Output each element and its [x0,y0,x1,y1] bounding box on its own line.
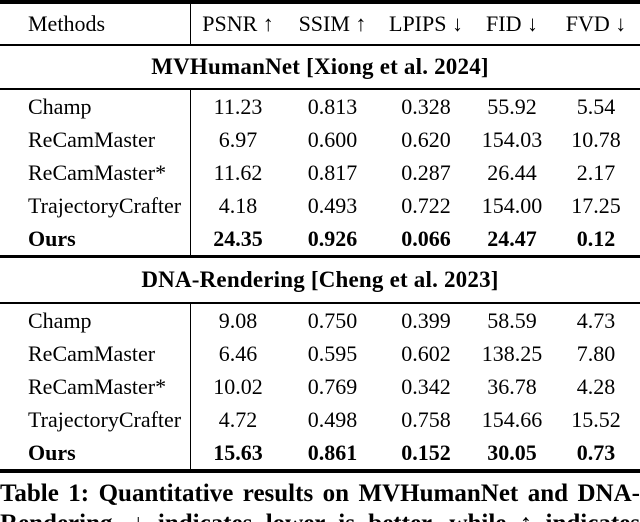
table-header-row: Methods PSNR ↑ SSIM ↑ LPIPS ↓ FID ↓ FVD … [0,4,640,44]
method-name: ReCamMaster [28,126,156,152]
metric-value: 0.750 [307,307,358,333]
method-name: ReCamMaster [28,340,156,366]
metric-value: 154.03 [481,126,543,152]
metric-value: 4.72 [190,403,285,436]
metric-value: 0.620 [401,126,451,152]
method-name: Ours [28,439,76,465]
column-header-methods: Methods [28,11,105,36]
table-row: ReCamMaster* 11.62 0.817 0.287 26.44 2.1… [0,156,640,189]
table-row: TrajectoryCrafter 4.72 0.498 0.758 154.6… [0,403,640,436]
metric-value: 55.92 [487,93,537,119]
metric-value: 10.78 [571,126,621,152]
metric-value: 0.602 [401,340,451,366]
metric-value: 0.399 [401,307,451,333]
method-name: TrajectoryCrafter [28,406,182,432]
table-row-ours: Ours 15.63 0.861 0.152 30.05 0.73 [0,436,640,469]
metric-value: 26.44 [487,159,537,185]
metric-value: 0.066 [401,225,451,251]
metric-value: 138.25 [481,340,543,366]
method-name: Champ [28,93,92,119]
metric-value: 4.18 [190,189,285,222]
table-bottom-rule [0,469,640,473]
metric-value: 0.328 [401,93,451,119]
rule-between-sections [0,255,640,258]
metric-value: 4.28 [576,373,616,399]
rule-below-section-1 [0,88,640,90]
metric-value: 154.66 [481,406,543,432]
metric-value: 0.861 [307,439,358,465]
caption-line-2: Rendering. ↓ indicates lower is better, … [0,509,640,522]
metric-value: 0.926 [307,225,358,251]
metric-value: 24.47 [487,225,537,251]
metric-value: 36.78 [487,373,537,399]
metric-value: 0.12 [576,225,616,251]
rule-below-section-2 [0,302,640,304]
metric-value: 11.23 [190,90,285,123]
caption-line-1: Table 1: Quantitative results on MVHuman… [0,480,640,507]
method-name: TrajectoryCrafter [28,192,182,218]
metric-value: 0.342 [401,373,451,399]
table-top-rule [0,0,640,4]
table-row: Champ 11.23 0.813 0.328 55.92 5.54 [0,90,640,123]
section-header-mvhumannet: MVHumanNet [Xiong et al. 2024] [151,54,489,79]
table-row-ours: Ours 24.35 0.926 0.066 24.47 0.12 [0,222,640,255]
metric-value: 17.25 [571,192,621,218]
metric-value: 15.63 [190,436,285,469]
metric-value: 6.97 [190,123,285,156]
metric-value: 7.80 [576,340,616,366]
column-header-fvd: FVD ↓ [565,11,627,36]
column-header-ssim: SSIM ↑ [298,11,367,36]
metric-value: 9.08 [190,304,285,337]
metric-value: 0.73 [576,439,616,465]
metric-value: 154.00 [481,192,543,218]
metric-value: 4.73 [576,307,616,333]
metric-value: 2.17 [576,159,616,185]
metric-value: 0.152 [401,439,451,465]
metric-value: 6.46 [190,337,285,370]
method-name: ReCamMaster* [28,373,167,399]
metric-value: 15.52 [571,406,621,432]
method-name: ReCamMaster* [28,159,167,185]
metric-value: 5.54 [576,93,616,119]
metric-value: 0.758 [401,406,451,432]
metric-value: 0.769 [307,373,358,399]
metric-value: 10.02 [190,370,285,403]
metric-value: 0.817 [307,159,358,185]
metric-value: 0.722 [401,192,451,218]
metric-value: 0.813 [307,93,358,119]
metric-value: 0.287 [401,159,451,185]
rule-below-header [0,44,640,46]
method-name: Ours [28,225,76,251]
table-row: Champ 9.08 0.750 0.399 58.59 4.73 [0,304,640,337]
section-header-dna-rendering: DNA-Rendering [Cheng et al. 2023] [141,267,499,292]
column-header-fid: FID ↓ [486,11,538,36]
table-row: ReCamMaster 6.97 0.600 0.620 154.03 10.7… [0,123,640,156]
method-name: Champ [28,307,92,333]
metric-value: 58.59 [487,307,537,333]
column-header-lpips: LPIPS ↓ [389,11,463,36]
metric-value: 0.493 [307,192,358,218]
table-row: ReCamMaster* 10.02 0.769 0.342 36.78 4.2… [0,370,640,403]
table-row: TrajectoryCrafter 4.18 0.493 0.722 154.0… [0,189,640,222]
metric-value: 11.62 [190,156,285,189]
column-header-psnr: PSNR ↑ [190,4,285,44]
metric-value: 0.595 [307,340,358,366]
metric-value: 24.35 [190,222,285,255]
metric-value: 0.600 [307,126,358,152]
metric-value: 30.05 [487,439,537,465]
metric-value: 0.498 [307,406,358,432]
table-caption: Table 1: Quantitative results on MVHuman… [0,473,640,522]
table-row: ReCamMaster 6.46 0.595 0.602 138.25 7.80 [0,337,640,370]
